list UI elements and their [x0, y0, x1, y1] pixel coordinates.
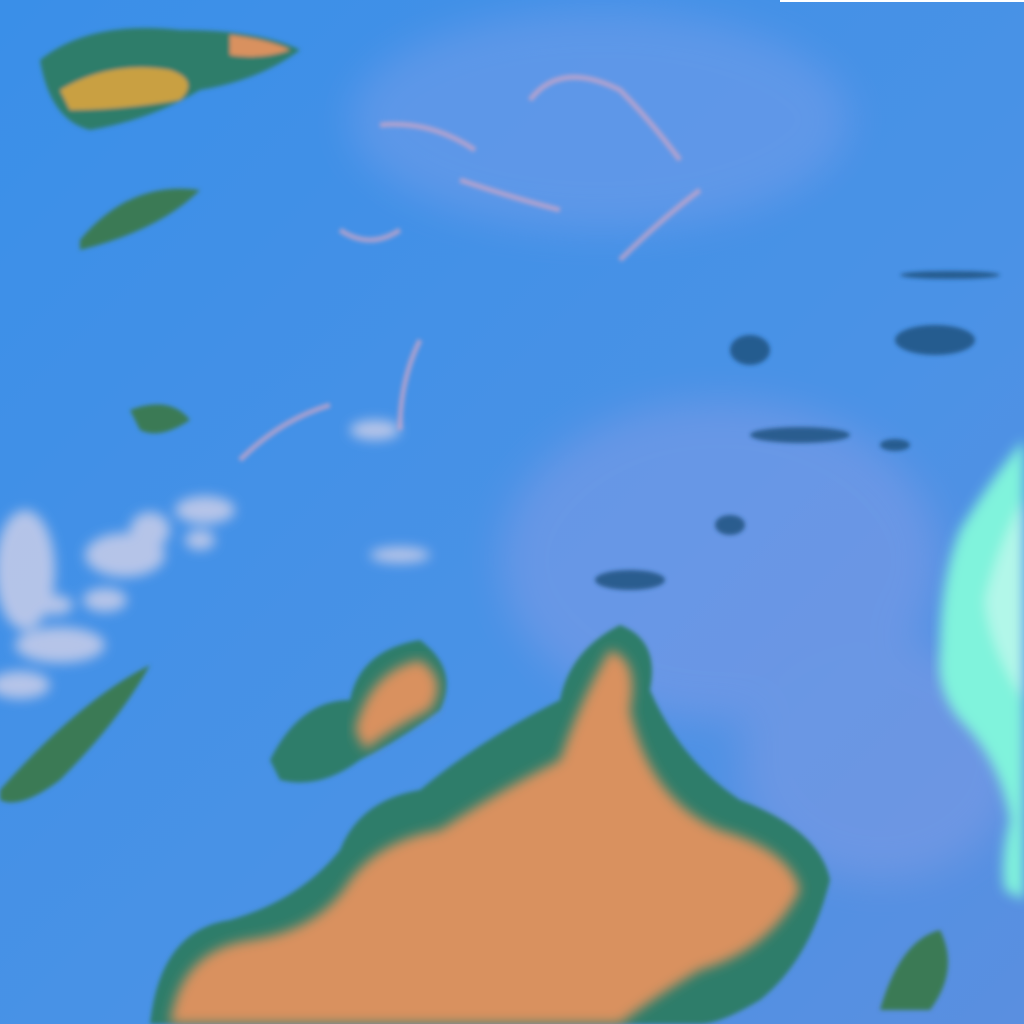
pink-cloud-streaks — [238, 74, 702, 462]
ice-cloud-right-edge — [939, 440, 1024, 900]
image-border-strip — [780, 0, 1024, 2]
dark-cloud-fragments — [595, 271, 1000, 590]
high-cloud-mass — [150, 625, 948, 1024]
low-clouds — [0, 420, 430, 699]
convective-clouds-top-left — [0, 28, 300, 803]
